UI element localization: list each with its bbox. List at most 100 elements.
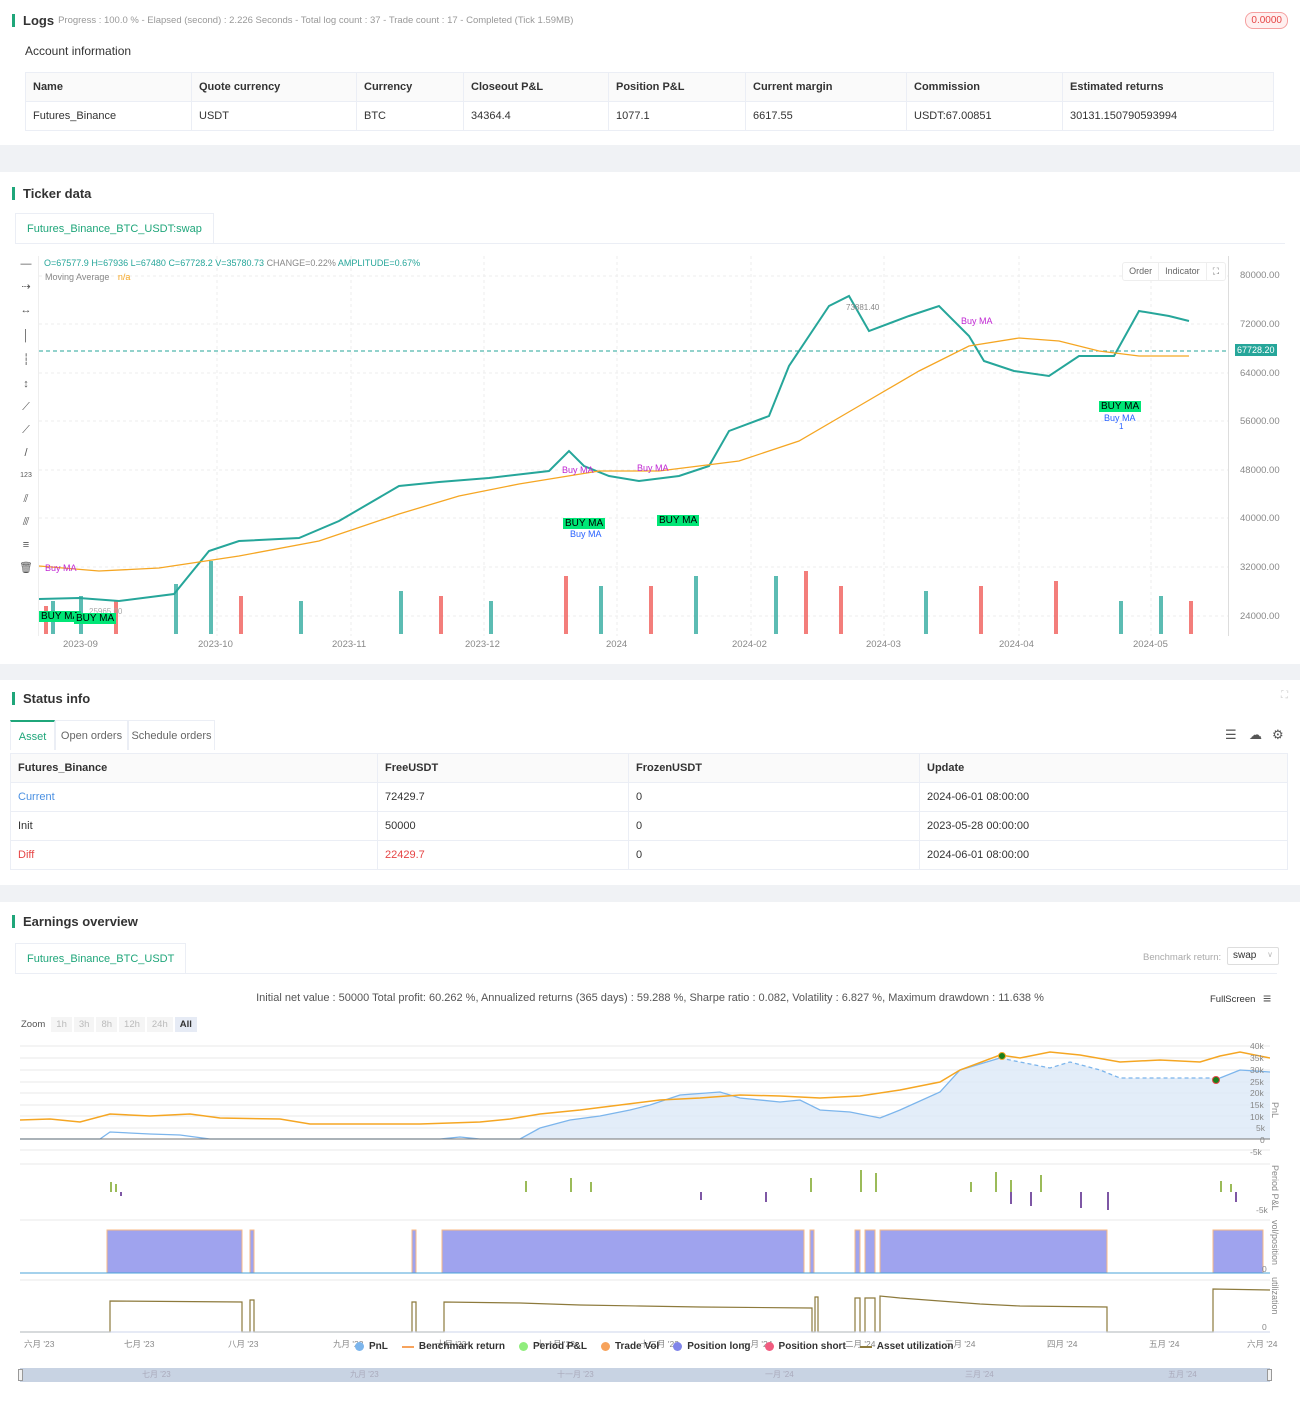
x-tick: 2023-10 — [198, 639, 233, 650]
cell-position-pnl: 1077.1 — [608, 101, 746, 131]
navigator-right-handle[interactable] — [1267, 1369, 1272, 1381]
logs-header: Logs Progress : 100.0 % - Elapsed (secon… — [12, 13, 573, 28]
candlestick-chart[interactable]: O=67577.9 H=67936 L=67480 C=67728.2 V=35… — [38, 256, 1229, 636]
tab-divider — [15, 973, 1277, 974]
col-commission: Commission — [906, 72, 1063, 102]
signal-text: Buy MA — [45, 563, 77, 573]
price-axis-line — [1228, 256, 1229, 636]
cell-update: 2024-06-01 08:00:00 — [919, 840, 1288, 870]
x-tick: 2024-04 — [999, 639, 1034, 650]
ray-line-icon[interactable]: ⟋ — [22, 424, 30, 436]
nav-tick: 七月 '23 — [142, 1370, 171, 1379]
row-label-diff: Diff — [10, 840, 378, 870]
cell-update: 2023-05-28 00:00:00 — [919, 811, 1288, 841]
vertical-line-icon[interactable]: │ — [22, 330, 30, 342]
horizontal-ray-icon[interactable]: ⇢ — [21, 281, 31, 293]
zoom-3h[interactable]: 3h — [73, 1017, 95, 1032]
y-tick: 15k — [1250, 1100, 1264, 1110]
vertical-ray-icon[interactable]: ┆ — [22, 354, 30, 366]
parallel-channel-icon[interactable]: ⫽ — [23, 493, 29, 505]
col-position-pnl: Position P&L — [608, 72, 746, 102]
benchmark-select[interactable]: swap ∨ — [1227, 947, 1279, 965]
cloud-download-icon[interactable]: ☁ — [1249, 727, 1262, 742]
earnings-charts[interactable] — [20, 1040, 1270, 1340]
horizontal-line-icon[interactable]: — — [20, 258, 32, 270]
chart-legend: PnL Benchmark return Period P&L Trade Vo… — [355, 1341, 967, 1352]
row-label-current: Current — [10, 782, 378, 812]
legend-trade-vol[interactable]: Trade Vol — [600, 1341, 659, 1352]
fib-lines-icon[interactable]: ⫻ — [22, 516, 30, 528]
vertical-segment-icon[interactable]: ↕ — [23, 378, 29, 390]
trash-icon[interactable]: 🗑 — [19, 562, 33, 574]
gear-icon[interactable]: ⚙ — [1272, 727, 1284, 742]
chevron-down-icon: ∨ — [1267, 950, 1273, 959]
asset-table-header: Futures_Binance FreeUSDT FrozenUSDT Upda… — [10, 753, 1288, 783]
asset-table: Futures_Binance FreeUSDT FrozenUSDT Upda… — [10, 753, 1288, 870]
section-accent-bar — [12, 187, 15, 200]
fullscreen-icon[interactable]: ⛶ — [1212, 266, 1219, 276]
legend-benchmark[interactable]: Benchmark return — [401, 1341, 505, 1352]
legend-position-short[interactable]: Position short — [764, 1341, 846, 1352]
table-row: Diff 22429.7 0 2024-06-01 08:00:00 — [10, 840, 1288, 870]
position-zero-tick: 0 — [1262, 1264, 1267, 1274]
zoom-24h[interactable]: 24h — [146, 1017, 173, 1032]
cell-frozen: 0 — [628, 782, 920, 812]
pnl-axis-title: PnL — [1270, 1102, 1280, 1119]
indicator-button[interactable]: Indicator — [1159, 263, 1207, 280]
y-tick: 0 — [1260, 1135, 1265, 1145]
logs-title: Logs — [23, 13, 55, 28]
y-tick: 20k — [1250, 1088, 1264, 1098]
zoom-1h[interactable]: 1h — [51, 1017, 72, 1032]
range-navigator[interactable]: 七月 '23 九月 '23 十一月 '23 一月 '24 三月 '24 五月 '… — [18, 1368, 1272, 1382]
order-button[interactable]: Order — [1123, 263, 1160, 280]
volume-value: V=35780.73 — [215, 258, 265, 268]
position-short-dot-icon — [764, 1342, 774, 1351]
tab-asset[interactable]: Asset — [10, 720, 55, 750]
col-current-margin: Current margin — [745, 72, 907, 102]
indicator-legend: Moving Average n/a — [45, 272, 130, 282]
navigator-left-handle[interactable] — [18, 1369, 23, 1381]
x-tick: 四月 '24 — [1047, 1339, 1078, 1349]
y-tick: 25k — [1250, 1077, 1264, 1087]
x-tick: 六月 '24 — [1247, 1339, 1278, 1349]
profit-badge: 0.0000 — [1245, 12, 1288, 29]
indicator-value: n/a — [117, 272, 131, 282]
account-table: Name Quote currency Currency Closeout P&… — [25, 72, 1274, 131]
pnl-dot-icon — [355, 1342, 364, 1351]
fullscreen-button[interactable]: FullScreen — [1210, 994, 1256, 1005]
zoom-8h[interactable]: 8h — [96, 1017, 118, 1032]
utilization-zero-tick: 0 — [1262, 1322, 1267, 1332]
col-frozen-usdt: FrozenUSDT — [628, 753, 920, 783]
signal-count: 1 — [1119, 422, 1124, 431]
cell-closeout-pnl: 34364.4 — [463, 101, 609, 131]
nav-tick: 三月 '24 — [965, 1370, 994, 1379]
menu-icon[interactable]: ≡ — [1263, 990, 1272, 1006]
tab-schedule-orders[interactable]: Schedule orders — [128, 720, 215, 750]
horizontal-segment-icon[interactable]: ↔ — [20, 304, 32, 316]
account-info-title: Account information — [25, 44, 132, 58]
zoom-all[interactable]: All — [174, 1017, 197, 1032]
utilization-line-icon — [859, 1345, 872, 1348]
legend-pnl[interactable]: PnL — [355, 1341, 388, 1352]
legend-label: PnL — [369, 1341, 388, 1352]
legend-asset-utilization[interactable]: Asset utilization — [859, 1341, 953, 1352]
trend-line-icon[interactable]: ⟋ — [22, 401, 30, 413]
ticker-header: Ticker data — [12, 186, 91, 201]
low-price-label: 25965.00 — [89, 607, 123, 616]
y-tick: 5k — [1256, 1123, 1265, 1133]
legend-period-pnl[interactable]: Period P&L — [519, 1341, 587, 1352]
list-icon[interactable]: ☰ — [1225, 727, 1237, 742]
fullscreen-icon[interactable]: ⛶ — [1281, 690, 1288, 701]
status-header: Status info — [12, 691, 90, 706]
tab-btc-usdt-swap[interactable]: Futures_Binance_BTC_USDT:swap — [15, 213, 214, 243]
price-line-icon[interactable]: 123 — [20, 472, 32, 479]
horizontal-channel-icon[interactable]: ≡ — [22, 539, 30, 551]
segment-line-icon[interactable]: / — [24, 447, 28, 459]
tab-open-orders[interactable]: Open orders — [55, 720, 128, 750]
zoom-12h[interactable]: 12h — [119, 1017, 145, 1032]
cell-current-margin: 6617.55 — [745, 101, 907, 131]
tab-btc-usdt[interactable]: Futures_Binance_BTC_USDT — [15, 943, 187, 973]
zoom-controls: Zoom 1h 3h 8h 12h 24h All — [21, 1017, 199, 1032]
period-pnl-axis-title: Period P&L — [1270, 1165, 1280, 1211]
legend-position-long[interactable]: Position long — [673, 1341, 751, 1352]
